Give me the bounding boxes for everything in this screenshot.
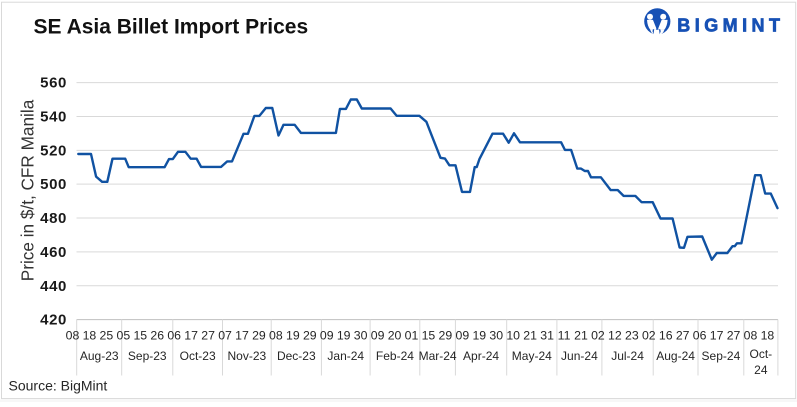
svg-text:06: 06 xyxy=(167,328,181,342)
svg-text:25: 25 xyxy=(100,328,114,342)
svg-text:Jul-24: Jul-24 xyxy=(611,349,644,363)
svg-text:Aug-24: Aug-24 xyxy=(656,349,695,363)
svg-text:02: 02 xyxy=(642,328,656,342)
svg-text:May-24: May-24 xyxy=(512,349,552,363)
svg-text:Feb-24: Feb-24 xyxy=(376,349,414,363)
svg-text:17: 17 xyxy=(710,328,724,342)
svg-text:30: 30 xyxy=(354,328,368,342)
svg-text:30: 30 xyxy=(489,328,503,342)
svg-text:02: 02 xyxy=(591,328,605,342)
svg-text:Price in $/t, CFR Manila: Price in $/t, CFR Manila xyxy=(17,99,37,281)
svg-text:21: 21 xyxy=(523,328,537,342)
svg-text:520: 520 xyxy=(40,142,67,159)
svg-text:Oct-23: Oct-23 xyxy=(180,349,216,363)
svg-text:29: 29 xyxy=(303,328,317,342)
svg-text:27: 27 xyxy=(727,328,741,342)
svg-text:29: 29 xyxy=(252,328,266,342)
svg-text:06: 06 xyxy=(693,328,707,342)
svg-text:23: 23 xyxy=(625,328,639,342)
svg-text:Source: BigMint: Source: BigMint xyxy=(9,378,108,394)
svg-text:Jun-24: Jun-24 xyxy=(561,349,598,363)
svg-text:Sep-23: Sep-23 xyxy=(128,349,167,363)
svg-text:540: 540 xyxy=(40,108,67,125)
svg-text:26: 26 xyxy=(150,328,164,342)
svg-text:17: 17 xyxy=(235,328,249,342)
svg-text:07: 07 xyxy=(218,328,232,342)
svg-text:12: 12 xyxy=(608,328,622,342)
svg-text:27: 27 xyxy=(201,328,215,342)
svg-text:09: 09 xyxy=(456,328,470,342)
svg-text:Nov-23: Nov-23 xyxy=(228,349,267,363)
svg-text:BIGMINT: BIGMINT xyxy=(677,15,784,35)
svg-text:Apr-24: Apr-24 xyxy=(463,349,499,363)
svg-text:11: 11 xyxy=(558,328,571,342)
svg-text:19: 19 xyxy=(337,328,351,342)
svg-text:31: 31 xyxy=(540,328,554,342)
svg-text:Oct-: Oct- xyxy=(750,347,773,361)
svg-text:17: 17 xyxy=(184,328,198,342)
svg-text:18: 18 xyxy=(761,328,775,342)
svg-text:19: 19 xyxy=(286,328,300,342)
svg-text:Jan-24: Jan-24 xyxy=(327,349,364,363)
svg-text:27: 27 xyxy=(676,328,690,342)
svg-text:19: 19 xyxy=(472,328,486,342)
svg-text:560: 560 xyxy=(40,75,67,92)
svg-text:Mar-24: Mar-24 xyxy=(419,349,457,363)
svg-text:500: 500 xyxy=(40,176,67,193)
svg-text:15: 15 xyxy=(133,328,147,342)
svg-text:01: 01 xyxy=(405,328,419,342)
svg-text:21: 21 xyxy=(574,328,588,342)
svg-text:16: 16 xyxy=(659,328,673,342)
svg-text:05: 05 xyxy=(117,328,131,342)
svg-text:420: 420 xyxy=(40,312,67,329)
svg-text:480: 480 xyxy=(40,210,67,227)
svg-text:Dec-23: Dec-23 xyxy=(277,349,316,363)
svg-text:Aug-23: Aug-23 xyxy=(80,349,119,363)
svg-text:24: 24 xyxy=(754,363,768,377)
svg-text:440: 440 xyxy=(40,278,67,295)
svg-text:08: 08 xyxy=(744,328,758,342)
svg-text:460: 460 xyxy=(40,244,67,261)
svg-text:20: 20 xyxy=(388,328,402,342)
svg-text:10: 10 xyxy=(506,328,520,342)
svg-text:29: 29 xyxy=(439,328,453,342)
svg-text:18: 18 xyxy=(83,328,97,342)
svg-text:09: 09 xyxy=(320,328,334,342)
svg-text:SE Asia Billet Import Prices: SE Asia Billet Import Prices xyxy=(34,15,309,38)
svg-text:09: 09 xyxy=(371,328,385,342)
svg-text:Sep-24: Sep-24 xyxy=(702,349,741,363)
svg-text:08: 08 xyxy=(269,328,283,342)
svg-text:15: 15 xyxy=(422,328,436,342)
svg-text:08: 08 xyxy=(66,328,80,342)
